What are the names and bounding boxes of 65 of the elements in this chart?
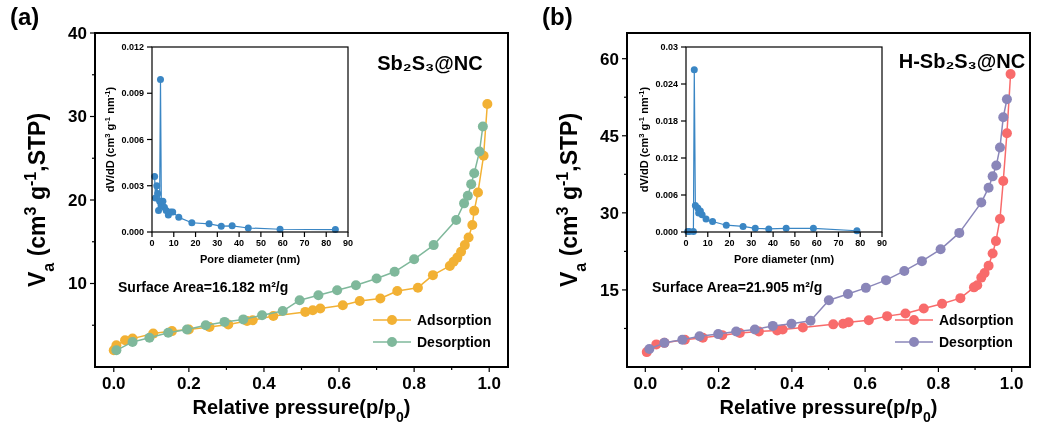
x-tick-label: 50 — [789, 238, 800, 248]
y-tick-label: 20 — [68, 190, 87, 210]
annotation: Surface Area=16.182 m²/g — [118, 279, 289, 295]
x-tick-label: 40 — [234, 238, 245, 248]
y-tick-label: 0.003 — [121, 180, 144, 191]
legend-label: Desorption — [939, 333, 1013, 350]
x-tick-label: 90 — [876, 238, 888, 248]
y-tick-label: 0.006 — [121, 134, 144, 145]
y-tick-label: 0.006 — [655, 190, 678, 201]
x-tick-label: 0.6 — [327, 374, 351, 393]
x-tick-label: 50 — [255, 238, 266, 248]
x-tick-label: 0.8 — [402, 374, 426, 393]
x-tick-label: 20 — [190, 238, 201, 248]
x-tick-label: 80 — [321, 238, 332, 248]
x-tick-label: 20 — [724, 238, 735, 248]
x-tick-label: 1.0 — [477, 374, 502, 393]
y-tick-label: 40 — [68, 23, 87, 43]
annotation: Surface Area=21.905 m²/g — [652, 279, 823, 295]
x-tick-label: 0.2 — [177, 374, 201, 393]
legend-label: Desorption — [417, 333, 491, 350]
y-tick-label: 15 — [600, 280, 619, 300]
y-tick-label: 0.012 — [121, 42, 144, 53]
x-tick-label: 0.4 — [252, 374, 277, 393]
y-tick-label: 0.009 — [121, 88, 144, 99]
x-tick-label: 0 — [683, 238, 689, 248]
x-tick-label: 10 — [168, 238, 179, 248]
x-tick-label: 80 — [855, 238, 866, 248]
x-tick-label: 70 — [833, 238, 844, 248]
y-tick-label: 45 — [600, 126, 619, 146]
x-tick-label: 70 — [299, 238, 310, 248]
y-tick-label: 0.03 — [660, 42, 678, 53]
annotation: H-Sb₂S₃@NC — [898, 50, 1026, 72]
x-tick-label: 30 — [746, 238, 757, 248]
y-tick-label: 10 — [68, 274, 87, 294]
y-tick-label: 0.012 — [655, 153, 678, 164]
x-axis-title: Relative pressure(p/p$_{0}$) — [192, 396, 411, 425]
x-tick-label: 0.4 — [780, 374, 805, 393]
y-tick-label: 0.018 — [655, 116, 678, 127]
y-tick-label: 0.000 — [121, 227, 144, 238]
y-tick-label: 30 — [68, 107, 87, 127]
x-tick-label: 40 — [768, 238, 779, 248]
y-tick-label: 0.024 — [655, 79, 678, 90]
x-tick-label: 0 — [149, 238, 155, 248]
x-tick-label: 90 — [342, 238, 354, 248]
x-tick-label: 60 — [811, 238, 822, 248]
x-axis-title: Relative pressure(p/p$_{0}$) — [719, 396, 938, 425]
y-tick-label: 0.000 — [655, 227, 678, 238]
x-tick-label: 1.0 — [999, 374, 1024, 393]
x-tick-label: 0.6 — [853, 374, 877, 393]
y-tick-label: 30 — [600, 203, 619, 223]
chart-title: (a) — [10, 3, 40, 30]
y-tick-label: 60 — [600, 49, 619, 69]
annotation: Sb₂S₃@NC — [377, 52, 483, 74]
x-tick-label: 0.8 — [926, 374, 951, 393]
chart-title: (b) — [542, 3, 573, 30]
x-tick-label: 60 — [277, 238, 288, 248]
x-axis-title: Pore diameter (nm) — [733, 253, 835, 265]
legend-label: Adsorption — [417, 311, 492, 328]
x-tick-label: 0.0 — [101, 374, 126, 393]
x-tick-label: 10 — [702, 238, 713, 248]
x-axis-title: Pore diameter (nm) — [199, 253, 301, 265]
x-tick-label: 0.0 — [633, 374, 658, 393]
x-tick-label: 30 — [212, 238, 223, 248]
x-tick-label: 0.2 — [706, 374, 731, 393]
legend-label: Adsorption — [939, 311, 1014, 328]
